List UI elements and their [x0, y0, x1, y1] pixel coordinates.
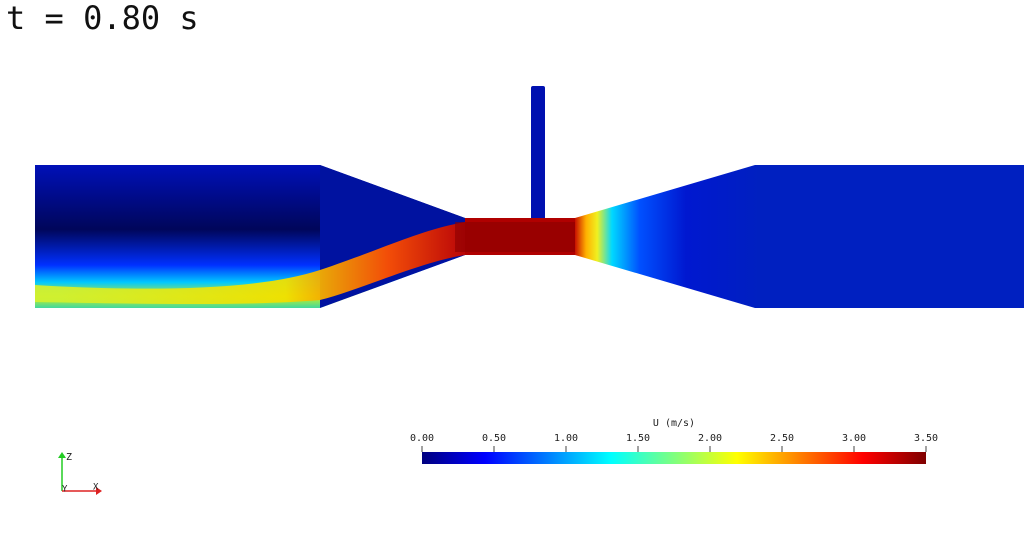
- colorbar-tick-label: 2.50: [770, 433, 794, 444]
- colorbar-tick-label: 0.50: [482, 433, 506, 444]
- colorbar-tick-label: 1.50: [626, 433, 650, 444]
- flow-domain: [35, 86, 1024, 308]
- colorbar: U (m/s) 0.00 0.50 1.00 1.50 2.00 2.50 3.00 3.50: [410, 418, 938, 464]
- colorbar-tick-label: 0.00: [410, 433, 434, 444]
- axis-z-label: Z: [66, 452, 72, 463]
- time-label: t = 0.80 s: [6, 0, 199, 37]
- colorbar-tick-label: 1.00: [554, 433, 578, 444]
- axis-x-label: X: [93, 483, 99, 493]
- axis-y-label: Y: [62, 485, 68, 495]
- colorbar-tick-label: 3.50: [914, 433, 938, 444]
- colorbar-title: U (m/s): [653, 418, 695, 429]
- colorbar-tick-label: 3.00: [842, 433, 866, 444]
- axes-triad: Z Y X: [58, 452, 102, 495]
- colorbar-tick-label: 2.00: [698, 433, 722, 444]
- colorbar-gradient: [422, 452, 926, 464]
